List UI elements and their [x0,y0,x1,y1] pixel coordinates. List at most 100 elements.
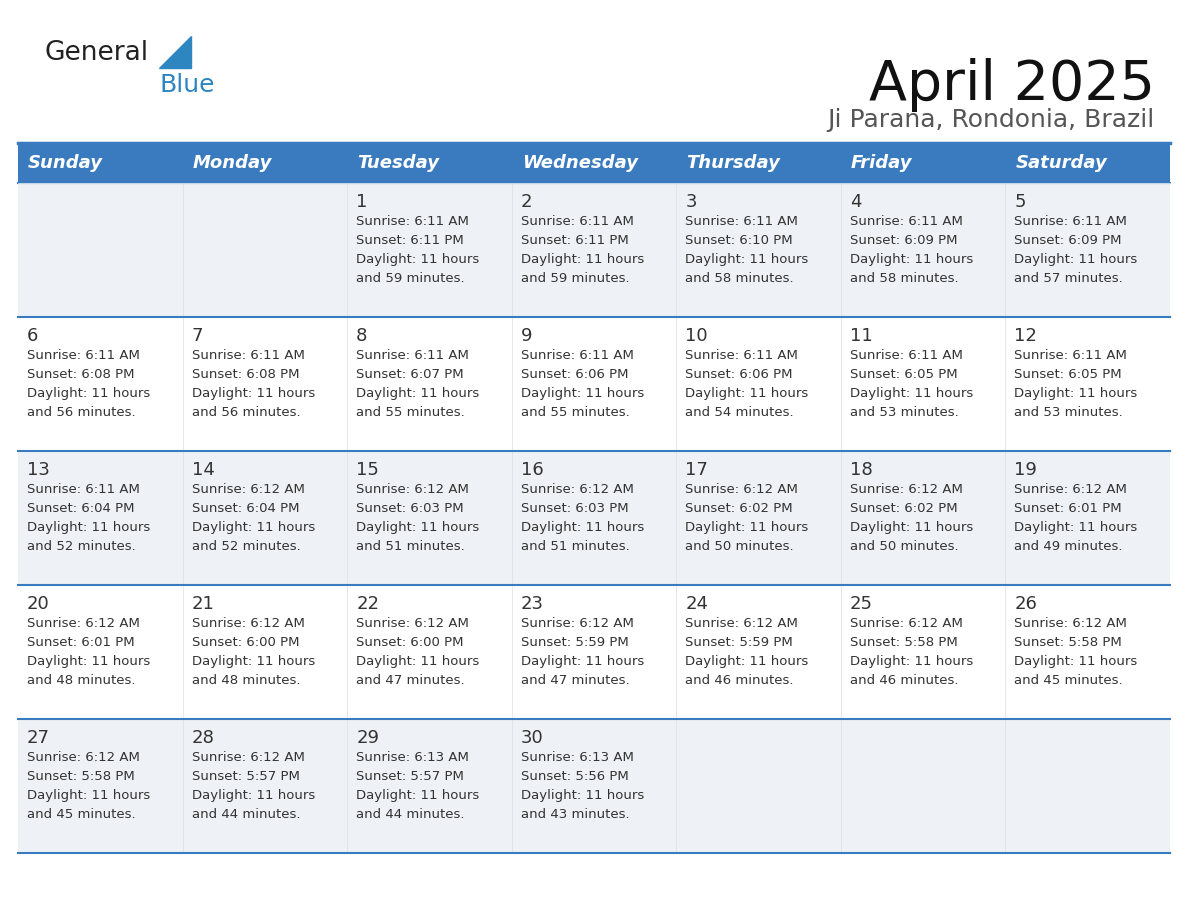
Text: Sunset: 6:04 PM: Sunset: 6:04 PM [191,502,299,515]
Text: Sunrise: 6:11 AM: Sunrise: 6:11 AM [685,349,798,362]
Text: Sunrise: 6:12 AM: Sunrise: 6:12 AM [191,617,304,630]
Text: 24: 24 [685,595,708,613]
Bar [1005,143,1170,183]
Bar [18,317,183,451]
Text: and 54 minutes.: and 54 minutes. [685,406,794,419]
Text: Sunrise: 6:12 AM: Sunrise: 6:12 AM [685,483,798,496]
Bar [18,585,183,719]
Bar [183,317,347,451]
Text: Sunset: 6:01 PM: Sunset: 6:01 PM [27,636,134,649]
Text: Sunrise: 6:11 AM: Sunrise: 6:11 AM [1015,349,1127,362]
Bar [183,183,347,317]
Text: Sunrise: 6:13 AM: Sunrise: 6:13 AM [520,751,633,764]
Text: and 59 minutes.: and 59 minutes. [356,272,465,285]
Text: and 55 minutes.: and 55 minutes. [520,406,630,419]
Text: and 51 minutes.: and 51 minutes. [356,540,465,553]
Bar [1005,451,1170,585]
Bar [512,317,676,451]
Text: Sunset: 6:09 PM: Sunset: 6:09 PM [849,234,958,247]
Text: and 47 minutes.: and 47 minutes. [520,674,630,687]
Text: Friday: Friday [851,154,912,172]
Text: and 53 minutes.: and 53 minutes. [1015,406,1123,419]
Bar [183,143,347,183]
Text: 18: 18 [849,461,873,479]
Text: Sunset: 6:10 PM: Sunset: 6:10 PM [685,234,792,247]
Text: Sunset: 5:56 PM: Sunset: 5:56 PM [520,770,628,783]
Text: and 55 minutes.: and 55 minutes. [356,406,465,419]
Text: Sunset: 5:58 PM: Sunset: 5:58 PM [849,636,958,649]
Bar [18,719,183,853]
Text: Sunrise: 6:11 AM: Sunrise: 6:11 AM [191,349,304,362]
Text: Sunrise: 6:13 AM: Sunrise: 6:13 AM [356,751,469,764]
Text: 1: 1 [356,193,367,211]
Text: Sunset: 6:04 PM: Sunset: 6:04 PM [27,502,134,515]
Text: Daylight: 11 hours: Daylight: 11 hours [191,655,315,668]
Text: Daylight: 11 hours: Daylight: 11 hours [1015,655,1138,668]
Text: 29: 29 [356,729,379,747]
Bar [841,317,1005,451]
Text: and 45 minutes.: and 45 minutes. [27,808,135,821]
Text: Sunrise: 6:12 AM: Sunrise: 6:12 AM [191,751,304,764]
Text: and 58 minutes.: and 58 minutes. [849,272,959,285]
Text: Daylight: 11 hours: Daylight: 11 hours [356,521,480,534]
Text: Sunset: 6:01 PM: Sunset: 6:01 PM [1015,502,1121,515]
Bar [512,719,676,853]
Bar [841,143,1005,183]
Bar [347,585,512,719]
Text: Sunset: 6:05 PM: Sunset: 6:05 PM [849,368,958,381]
Text: Daylight: 11 hours: Daylight: 11 hours [849,387,973,400]
Text: Sunset: 6:03 PM: Sunset: 6:03 PM [356,502,463,515]
Text: Sunrise: 6:12 AM: Sunrise: 6:12 AM [27,751,140,764]
Text: Daylight: 11 hours: Daylight: 11 hours [27,789,150,802]
Bar [183,451,347,585]
Text: Sunset: 6:06 PM: Sunset: 6:06 PM [520,368,628,381]
Text: Sunset: 6:05 PM: Sunset: 6:05 PM [1015,368,1121,381]
Text: Sunrise: 6:11 AM: Sunrise: 6:11 AM [27,349,140,362]
Text: Daylight: 11 hours: Daylight: 11 hours [191,789,315,802]
Text: and 56 minutes.: and 56 minutes. [27,406,135,419]
Text: 23: 23 [520,595,544,613]
Text: Sunset: 6:02 PM: Sunset: 6:02 PM [849,502,958,515]
Text: Daylight: 11 hours: Daylight: 11 hours [1015,253,1138,266]
Text: Sunrise: 6:12 AM: Sunrise: 6:12 AM [520,483,633,496]
Text: and 57 minutes.: and 57 minutes. [1015,272,1123,285]
Bar [18,183,183,317]
Bar [676,183,841,317]
Text: Sunrise: 6:12 AM: Sunrise: 6:12 AM [1015,617,1127,630]
Text: Sunrise: 6:11 AM: Sunrise: 6:11 AM [356,349,469,362]
Bar [347,317,512,451]
Text: April 2025: April 2025 [868,58,1155,112]
Text: 5: 5 [1015,193,1026,211]
Text: Daylight: 11 hours: Daylight: 11 hours [849,521,973,534]
Polygon shape [159,36,191,68]
Text: Daylight: 11 hours: Daylight: 11 hours [685,521,809,534]
Text: Daylight: 11 hours: Daylight: 11 hours [191,387,315,400]
Text: 2: 2 [520,193,532,211]
Text: Blue: Blue [159,73,215,97]
Text: 16: 16 [520,461,543,479]
Text: 13: 13 [27,461,50,479]
Text: Sunset: 6:09 PM: Sunset: 6:09 PM [1015,234,1121,247]
Text: and 45 minutes.: and 45 minutes. [1015,674,1123,687]
Text: Daylight: 11 hours: Daylight: 11 hours [685,655,809,668]
Text: 12: 12 [1015,327,1037,345]
Text: 11: 11 [849,327,873,345]
Bar [512,585,676,719]
Text: 21: 21 [191,595,215,613]
Text: Daylight: 11 hours: Daylight: 11 hours [356,655,480,668]
Bar [183,585,347,719]
Text: 20: 20 [27,595,50,613]
Text: Sunset: 5:59 PM: Sunset: 5:59 PM [685,636,794,649]
Text: Daylight: 11 hours: Daylight: 11 hours [520,253,644,266]
Text: Sunrise: 6:11 AM: Sunrise: 6:11 AM [849,215,962,228]
Text: and 52 minutes.: and 52 minutes. [191,540,301,553]
Text: Sunset: 6:08 PM: Sunset: 6:08 PM [191,368,299,381]
Text: Daylight: 11 hours: Daylight: 11 hours [191,521,315,534]
Text: 26: 26 [1015,595,1037,613]
Bar [841,451,1005,585]
Text: Sunset: 6:07 PM: Sunset: 6:07 PM [356,368,463,381]
Text: Sunset: 6:11 PM: Sunset: 6:11 PM [520,234,628,247]
Text: Daylight: 11 hours: Daylight: 11 hours [520,655,644,668]
Bar [183,719,347,853]
Text: 25: 25 [849,595,873,613]
